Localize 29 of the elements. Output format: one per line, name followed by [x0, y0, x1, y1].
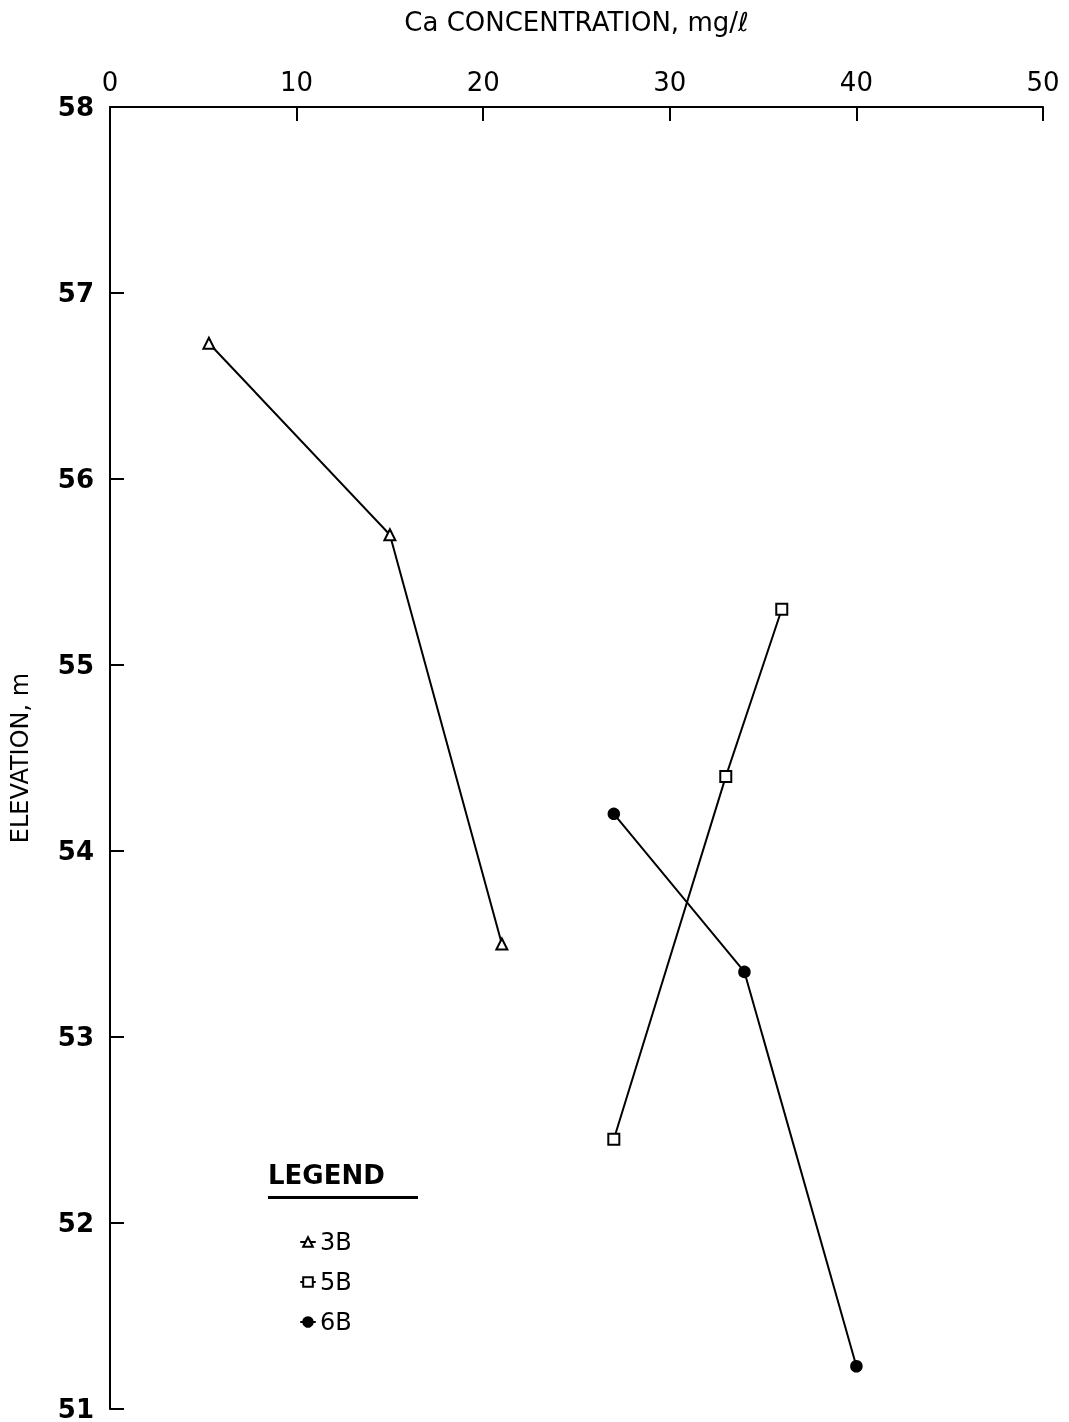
y-tick-label: 56 — [57, 464, 94, 494]
point — [850, 1359, 863, 1373]
y-tick-label: 54 — [57, 836, 94, 866]
x-tick-label: 40 — [839, 67, 873, 97]
point — [495, 937, 509, 951]
legend-label: 5B — [320, 1268, 352, 1296]
y-tick-label: 58 — [57, 92, 94, 122]
legend-label: 6B — [320, 1308, 352, 1336]
point — [607, 807, 621, 821]
x-tick-label: 20 — [466, 67, 500, 97]
y-axis-title: ELEVATION, m — [6, 672, 34, 844]
y-tick-label: 57 — [57, 278, 94, 308]
x-tick-label: 30 — [653, 67, 687, 97]
point — [607, 1132, 621, 1146]
point — [383, 528, 397, 542]
y-tick-label: 52 — [57, 1208, 94, 1238]
y-tick-label: 51 — [57, 1394, 94, 1422]
point — [719, 770, 733, 784]
legend-label: 3B — [320, 1228, 352, 1256]
point — [775, 602, 789, 616]
y-tick-label: 53 — [57, 1022, 94, 1052]
x-axis-title: Ca CONCENTRATION, mg/ℓ — [404, 7, 749, 37]
x-tick-label: 50 — [1026, 67, 1060, 97]
y-tick-label: 55 — [57, 650, 94, 680]
legend-title: LEGEND — [268, 1160, 385, 1190]
point — [202, 336, 216, 350]
point — [738, 965, 751, 979]
x-tick-label: 10 — [280, 67, 314, 97]
x-tick-label: 0 — [101, 67, 119, 97]
